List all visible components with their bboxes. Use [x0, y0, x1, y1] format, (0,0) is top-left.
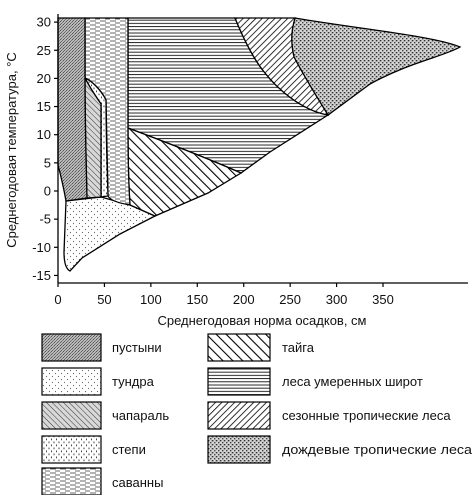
- legend-label-savanna: саванны: [112, 475, 163, 490]
- x-tick-label: 250: [279, 292, 301, 307]
- y-tick-label: 5: [44, 155, 51, 170]
- legend-label-taiga: тайга: [282, 340, 315, 355]
- legend-item-rainforest: дождевые тропические леса: [207, 435, 473, 464]
- legend-label-rainforest: дождевые тропические леса: [282, 442, 473, 457]
- x-tick-label: 0: [54, 292, 61, 307]
- y-axis-title: Среднегодовая температура, °С: [4, 52, 19, 248]
- legend-label-tundra: тундра: [112, 374, 155, 389]
- legend-label-seasonal-tropical: сезонные тропические леса: [282, 408, 451, 423]
- legend-item-taiga: тайга: [207, 333, 315, 362]
- legend-swatch-savanna: [41, 467, 102, 495]
- x-ticks: 0 50 100 150 200 250 300 350: [54, 283, 394, 307]
- legend-item-savanna: саванны: [41, 467, 163, 495]
- legend-swatch-tundra: [41, 367, 102, 396]
- biome-regions: [57, 17, 462, 272]
- y-tick-label: -5: [39, 212, 51, 227]
- legend-swatch-steppe: [41, 435, 102, 464]
- legend-swatch-seasonal-tropical: [207, 401, 271, 430]
- region-seasonal-tropical: [234, 17, 330, 116]
- y-tick-label: 10: [37, 127, 51, 142]
- legend-swatch-rainforest: [207, 435, 271, 464]
- y-tick-label: 15: [37, 99, 51, 114]
- legend-item-chaparral: чапараль: [41, 401, 169, 430]
- legend-item-seasonal-tropical: сезонные тропические леса: [207, 401, 451, 430]
- legend: пустыни тундра чапараль степи саванны та…: [41, 333, 473, 495]
- x-tick-label: 50: [97, 292, 111, 307]
- x-tick-label: 350: [372, 292, 394, 307]
- x-tick-label: 200: [233, 292, 255, 307]
- x-tick-label: 100: [140, 292, 162, 307]
- y-tick-label: -15: [32, 268, 51, 283]
- legend-item-tundra: тундра: [41, 367, 155, 396]
- legend-swatch-temperate-forest: [207, 367, 271, 396]
- y-tick-label: 25: [37, 43, 51, 58]
- y-tick-label: 20: [37, 71, 51, 86]
- x-tick-label: 300: [326, 292, 348, 307]
- legend-item-desert: пустыни: [41, 333, 162, 362]
- x-axis-title: Среднегодовая норма осадков, см: [157, 313, 366, 328]
- legend-item-steppe: степи: [41, 435, 146, 464]
- y-tick-label: 0: [44, 184, 51, 199]
- legend-label-steppe: степи: [112, 442, 146, 457]
- legend-label-temperate-forest: леса умеренных широт: [282, 374, 423, 389]
- legend-label-chaparral: чапараль: [112, 408, 169, 423]
- legend-swatch-taiga: [207, 333, 271, 362]
- y-tick-label: 30: [37, 15, 51, 30]
- y-ticks: 30 25 20 15 10 5 0 -5 -10 -15: [32, 15, 58, 283]
- region-desert: [57, 17, 88, 202]
- legend-label-desert: пустыни: [112, 340, 162, 355]
- y-tick-label: -10: [32, 240, 51, 255]
- legend-swatch-desert: [41, 333, 102, 362]
- legend-swatch-chaparral: [41, 401, 102, 430]
- x-tick-label: 150: [186, 292, 208, 307]
- legend-item-temperate-forest: леса умеренных широт: [207, 367, 423, 396]
